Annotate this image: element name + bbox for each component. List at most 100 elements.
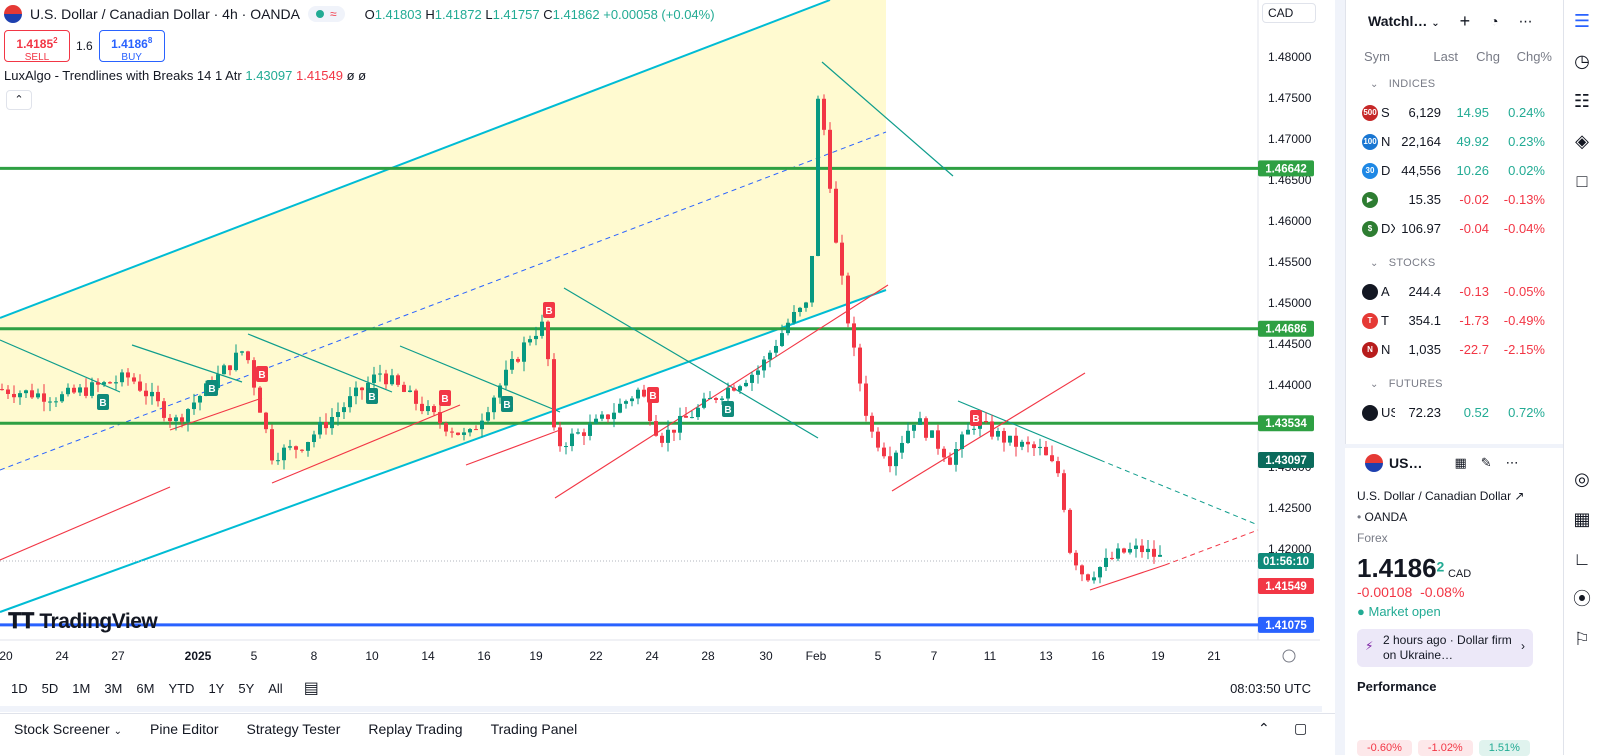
candle-body[interactable] [120, 372, 124, 383]
candle-body[interactable] [258, 387, 262, 413]
candle-body[interactable] [534, 335, 538, 340]
clock[interactable]: 08:03:50 UTC [1230, 680, 1311, 696]
tab-pine-editor[interactable]: Pine Editor [150, 720, 219, 737]
range-ytd[interactable]: YTD [168, 680, 195, 696]
candle-body[interactable] [450, 431, 454, 433]
candle-body[interactable] [522, 342, 526, 362]
currency-button[interactable]: CAD [1262, 3, 1316, 23]
watchlist-row[interactable]: T T 354.1 -1.73 -0.49% [1346, 306, 1563, 335]
maximize-panel-icon[interactable]: ▢ [1294, 720, 1308, 736]
candle-body[interactable] [756, 370, 760, 375]
candle-body[interactable] [732, 387, 736, 391]
candle-body[interactable] [954, 449, 958, 465]
candle-body[interactable] [546, 321, 550, 360]
range-3m[interactable]: 3M [104, 680, 123, 696]
candle-body[interactable] [90, 382, 94, 396]
candle-body[interactable] [1008, 435, 1012, 443]
range-5y[interactable]: 5Y [238, 680, 255, 696]
external-link-icon[interactable]: ↗ [1514, 489, 1525, 503]
candle-body[interactable] [168, 417, 172, 422]
candle-body[interactable] [708, 398, 712, 400]
candle-body[interactable] [642, 389, 646, 397]
candle-body[interactable] [126, 372, 130, 378]
candle-body[interactable] [516, 358, 520, 362]
candle-body[interactable] [882, 447, 886, 457]
price-tag[interactable] [1258, 320, 1314, 337]
alerts-clock-icon[interactable]: ◷ [1574, 51, 1590, 71]
candle-body[interactable] [750, 374, 754, 383]
candle-body[interactable] [222, 365, 226, 375]
candle-body[interactable] [360, 387, 364, 391]
buy-signal-marker[interactable] [206, 380, 218, 396]
candle-body[interactable] [552, 359, 556, 428]
candle-body[interactable] [378, 373, 382, 375]
candle-body[interactable] [438, 412, 442, 424]
candle-body[interactable] [1044, 446, 1048, 456]
candle-body[interactable] [864, 383, 868, 416]
candle-body[interactable] [414, 390, 418, 404]
buy-signal-marker[interactable] [366, 388, 378, 404]
candle-body[interactable] [384, 373, 388, 385]
watchlist-row[interactable]: N N 1,035 -22.7 -2.15% [1346, 335, 1563, 364]
candle-body[interactable] [702, 398, 706, 408]
candle-body[interactable] [774, 345, 778, 353]
candle-body[interactable] [540, 321, 544, 336]
candle-body[interactable] [192, 402, 196, 410]
perf-tile[interactable]: -0.60% [1357, 740, 1412, 756]
gauge-icon[interactable]: ◎ [1574, 469, 1590, 489]
performance-heading[interactable]: Performance [1357, 679, 1437, 694]
candle-body[interactable] [714, 398, 718, 400]
candle-body[interactable] [12, 393, 16, 398]
candle-body[interactable] [318, 422, 322, 435]
candle-body[interactable] [42, 393, 46, 402]
candle-body[interactable] [876, 431, 880, 448]
candle-body[interactable] [462, 432, 466, 435]
watchlist-section-header[interactable]: ⌄ INDICES [1346, 70, 1563, 98]
candle-body[interactable] [444, 423, 448, 432]
candle-body[interactable] [504, 369, 508, 386]
candle-body[interactable] [726, 387, 730, 399]
date-range-icon[interactable]: ▤ [303, 680, 319, 697]
broadcast-icon[interactable]: ⦿ [1573, 589, 1591, 609]
candle-body[interactable] [1032, 444, 1036, 449]
candle-body[interactable] [570, 433, 574, 447]
candle-body[interactable] [468, 429, 472, 433]
details-symbol[interactable]: US… [1389, 455, 1423, 471]
candle-body[interactable] [510, 358, 514, 370]
col-last[interactable]: Last [1433, 48, 1458, 64]
candle-body[interactable] [966, 429, 970, 435]
candle-body[interactable] [612, 412, 616, 420]
edit-icon[interactable]: ✎ [1480, 455, 1492, 470]
candle-body[interactable] [798, 307, 802, 312]
candle-body[interactable] [1068, 509, 1072, 553]
news-item[interactable]: ⚡ 2 hours ago · Dollar firm on Ukraine… … [1357, 629, 1533, 667]
candle-body[interactable] [924, 418, 928, 438]
candle-body[interactable] [426, 406, 430, 412]
layers-icon[interactable]: ◈ [1575, 131, 1589, 151]
watchlist-section-header[interactable]: ⌄ STOCKS [1346, 249, 1563, 277]
candle-body[interactable] [558, 427, 562, 447]
candle-body[interactable] [888, 456, 892, 467]
candle-body[interactable] [684, 415, 688, 418]
candle-body[interactable] [324, 422, 328, 429]
candle-body[interactable] [270, 429, 274, 461]
candle-body[interactable] [696, 407, 700, 418]
range-6m[interactable]: 6M [136, 680, 155, 696]
price-tag[interactable] [1258, 415, 1314, 432]
candle-body[interactable] [1122, 548, 1126, 553]
candle-body[interactable] [408, 390, 412, 392]
indicator-legend[interactable]: LuxAlgo - Trendlines with Breaks 14 1 At… [4, 68, 366, 83]
candle-body[interactable] [366, 382, 370, 391]
candle-body[interactable] [48, 401, 52, 403]
candle-body[interactable] [420, 403, 424, 412]
candle-body[interactable] [96, 382, 100, 385]
watchlist-section-header[interactable]: ⌄ FUTURES [1346, 370, 1563, 398]
status-pill[interactable]: ≈ [308, 6, 345, 22]
candle-body[interactable] [228, 365, 232, 371]
candle-body[interactable] [828, 129, 832, 189]
candle-body[interactable] [30, 390, 34, 398]
candle-body[interactable] [240, 351, 244, 353]
candle-body[interactable] [1128, 549, 1132, 553]
watchlist-row[interactable]: A 244.4 -0.13 -0.05% [1346, 277, 1563, 306]
candle-body[interactable] [690, 417, 694, 419]
